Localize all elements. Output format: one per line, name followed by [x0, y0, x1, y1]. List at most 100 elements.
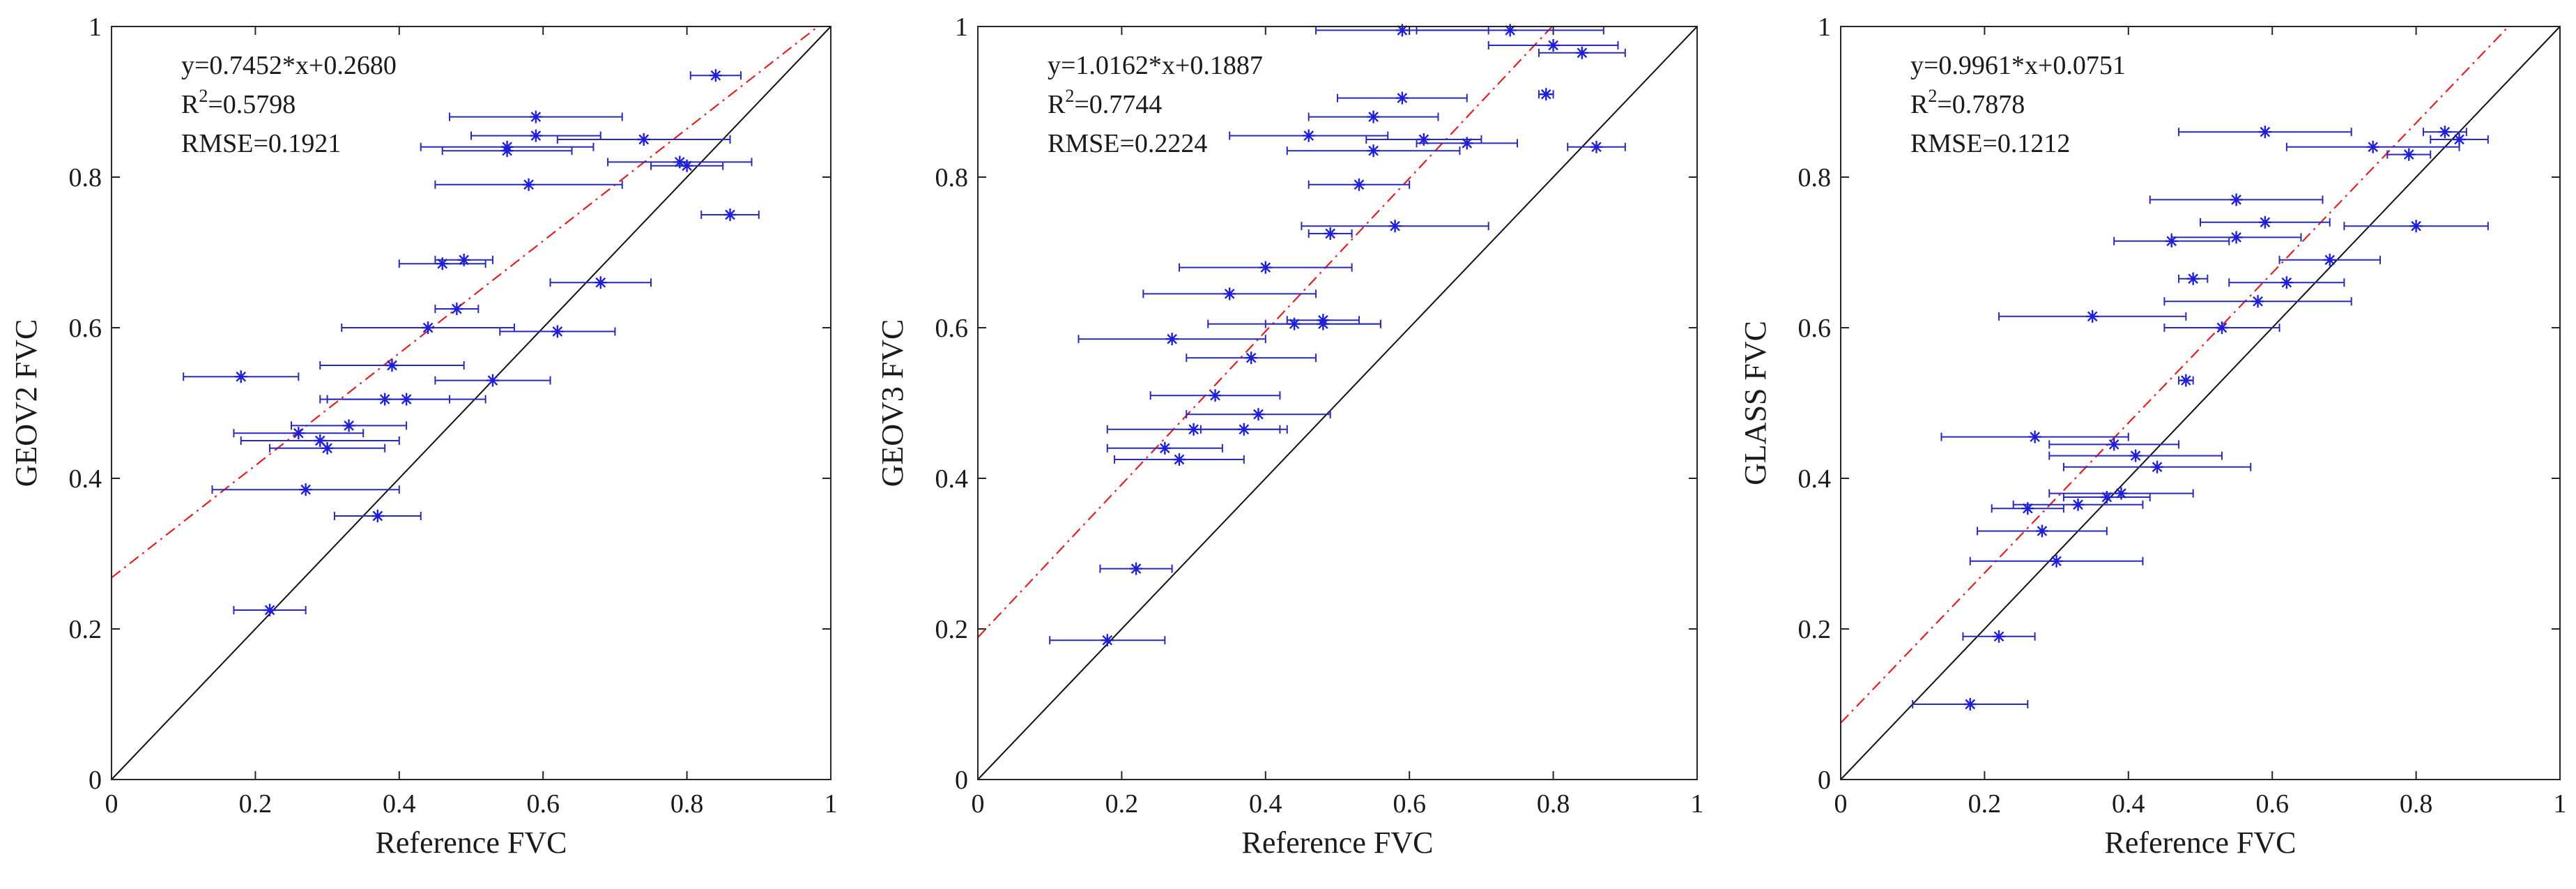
- data-point: [1367, 110, 1380, 123]
- data-point: [1187, 423, 1200, 436]
- data-point: [1209, 389, 1222, 402]
- rmse: RMSE=0.2224: [1048, 129, 1207, 158]
- data-point: [2165, 234, 2178, 248]
- data-point: [1540, 88, 1553, 101]
- panel-geov2: 0 0.2 0.4 0.6 0.8 1 0 0.2 0.4 0.6 0.8 1 …: [9, 13, 838, 860]
- data-marks: [1840, 26, 2561, 780]
- y-tick-label: 0.8: [69, 163, 102, 192]
- y-tick-label: 0.4: [1798, 464, 1832, 494]
- data-point: [2186, 272, 2200, 285]
- data-point: [2028, 430, 2041, 443]
- data-point: [1158, 441, 1172, 455]
- x-tick-label: 1: [1691, 789, 1704, 819]
- data-point: [263, 604, 277, 616]
- x-tick-label: 0.8: [1537, 789, 1570, 819]
- data-point: [1575, 46, 1588, 59]
- identity-line: [1840, 26, 2561, 780]
- r-squared: R2=0.7878: [1910, 86, 2025, 119]
- regression-annotation: y=1.0162*x+0.1887 R2=0.7744 RMSE=0.2224: [1048, 51, 1263, 158]
- data-point: [2323, 253, 2336, 266]
- data-point: [1302, 129, 1315, 142]
- x-tick-labels: 0 0.2 0.4 0.6 0.8 1: [972, 789, 1704, 819]
- data-point: [1165, 333, 1179, 346]
- data-point: [2409, 220, 2423, 233]
- data-point: [522, 178, 535, 191]
- y-tick-label: 0.4: [69, 464, 102, 494]
- x-tick-label: 0.4: [2112, 789, 2145, 819]
- x-tick-label: 0: [1834, 789, 1848, 819]
- y-tick-label: 0.6: [69, 314, 102, 343]
- plot-frame: [977, 26, 1698, 780]
- x-tick-label: 1: [825, 789, 838, 819]
- data-point: [2280, 276, 2293, 289]
- data-point: [1259, 261, 1272, 274]
- data-point: [2258, 215, 2271, 229]
- data-point: [2179, 374, 2193, 387]
- regression-line: [111, 26, 819, 579]
- y-tick-label: 0.2: [935, 615, 969, 644]
- data-point: [500, 144, 514, 158]
- data-point: [2115, 487, 2128, 500]
- data-point: [1460, 137, 1473, 150]
- data-point: [594, 276, 607, 289]
- y-tick-label: 0: [955, 766, 968, 795]
- y-tick-label: 0.8: [935, 163, 969, 192]
- x-tick-label: 0.8: [2400, 789, 2433, 819]
- data-point: [2151, 460, 2164, 473]
- plot-frame: [1840, 26, 2561, 780]
- data-point: [2402, 148, 2416, 161]
- rmse: RMSE=0.1212: [1910, 129, 2070, 158]
- regression-equation: y=0.9961*x+0.0751: [1910, 51, 2126, 80]
- x-tick-label: 0: [105, 789, 118, 819]
- data-point: [1245, 351, 1258, 365]
- x-tick-label: 1: [2554, 789, 2567, 819]
- data-point: [1252, 408, 1265, 421]
- x-tick-labels: 0 0.2 0.4 0.6 0.8 1: [105, 789, 838, 819]
- data-point: [2438, 126, 2451, 139]
- x-tick-label: 0.2: [239, 789, 273, 819]
- y-tick-label: 0: [89, 766, 102, 795]
- data-point: [2251, 295, 2264, 308]
- x-tick-label: 0.6: [526, 789, 560, 819]
- data-point: [1288, 317, 1301, 330]
- y-axis-label: GLASS FVC: [1738, 321, 1772, 485]
- data-point: [299, 483, 312, 496]
- y-tick-labels: 0 0.2 0.4 0.6 0.8 1: [1798, 13, 1832, 795]
- identity-line: [111, 26, 831, 780]
- x-tick-label: 0.8: [670, 789, 704, 819]
- data-point: [680, 159, 693, 172]
- y-tick-label: 1: [955, 13, 968, 42]
- y-tick-label: 0.2: [1798, 615, 1832, 644]
- y-tick-label: 0.2: [69, 615, 102, 644]
- data-point: [637, 133, 650, 146]
- data-point: [371, 510, 384, 522]
- data-point: [2100, 491, 2113, 503]
- data-point: [422, 321, 435, 334]
- panel-geov3: 0 0.2 0.4 0.6 0.8 1 0 0.2 0.4 0.6 0.8 1 …: [875, 13, 1704, 860]
- data-point: [2071, 498, 2085, 511]
- x-tick-label: 0.4: [383, 789, 416, 819]
- data-point: [1590, 140, 1603, 153]
- data-point: [2129, 449, 2142, 462]
- regression-annotation: y=0.7452*x+0.2680 R2=0.5798 RMSE=0.1921: [181, 51, 397, 158]
- data-point: [2230, 193, 2243, 206]
- y-tick-label: 0.4: [935, 464, 969, 494]
- y-tick-label: 0.6: [1798, 314, 1832, 343]
- data-point: [1172, 453, 1186, 466]
- x-tick-label: 0: [972, 789, 985, 819]
- data-point: [529, 129, 542, 142]
- r-squared: R2=0.5798: [181, 86, 296, 119]
- data-point: [1324, 227, 1337, 240]
- data-point: [2086, 310, 2099, 323]
- y-tick-label: 1: [1818, 13, 1831, 42]
- data-point: [723, 208, 737, 221]
- x-tick-label: 0.6: [1393, 789, 1426, 819]
- y-tick-labels: 0 0.2 0.4 0.6 0.8 1: [69, 13, 102, 795]
- data-point: [2035, 524, 2048, 538]
- data-point: [2050, 554, 2063, 568]
- y-axis-label: GEOV3 FVC: [875, 319, 910, 487]
- rmse: RMSE=0.1921: [181, 129, 341, 158]
- data-point: [450, 303, 463, 315]
- y-tick-label: 0.6: [935, 314, 969, 343]
